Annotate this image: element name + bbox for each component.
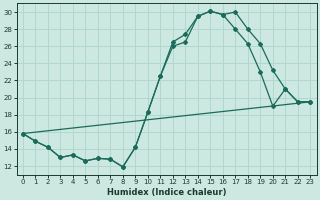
X-axis label: Humidex (Indice chaleur): Humidex (Indice chaleur) — [107, 188, 226, 197]
